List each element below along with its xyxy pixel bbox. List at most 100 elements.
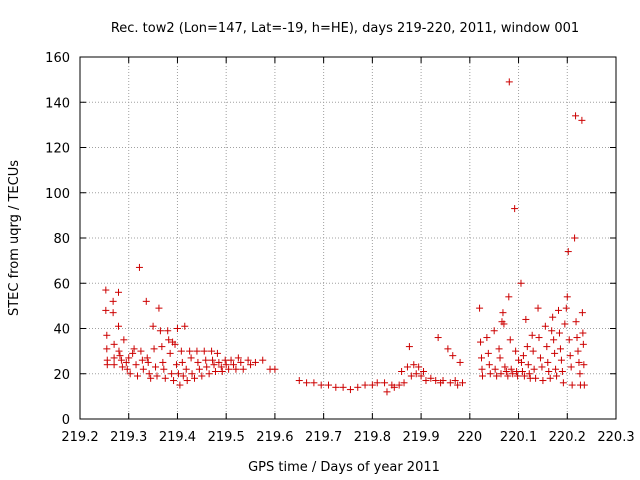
data-point [164,327,172,335]
data-point [493,372,501,380]
data-point [558,367,566,375]
data-point [538,363,546,371]
data-point [439,377,447,385]
data-point [490,327,498,335]
data-point [194,358,202,366]
y-axis: 0 20 40 60 80 100 120 140 160 [45,51,616,428]
data-point [566,352,574,360]
data-point [210,361,218,369]
data-point [195,365,203,373]
data-point [575,358,583,366]
data-point [567,363,575,371]
data-point [130,345,138,353]
data-point [432,377,440,385]
data-point [179,372,187,380]
x-tick-label: 219.7 [305,430,342,445]
data-point [247,361,255,369]
x-axis: 219.2 219.3 219.4 219.5 219.6 219.7 219.8 219.9… [61,57,635,445]
data-point [181,322,189,330]
data-point [546,374,554,382]
data-point [412,370,420,378]
data-point [535,334,543,342]
data-point [188,370,196,378]
data-point [205,370,213,378]
data-point [373,379,381,387]
data-point [103,361,111,369]
data-point [176,381,184,389]
data-point [153,372,161,380]
data-point [114,288,122,296]
data-point [156,327,164,335]
data-point [317,381,325,389]
data-point [110,361,118,369]
data-point [541,322,549,330]
data-point [543,343,551,351]
data-point [103,331,111,339]
data-point [559,379,567,387]
data-point [449,352,457,360]
data-point [517,279,525,287]
data-point [398,367,406,375]
data-point [187,354,195,362]
data-point [478,365,486,373]
x-tick-label: 219.5 [208,430,245,445]
data-point [563,293,571,301]
y-axis-title: STEC from uqrg / TECUs [7,160,22,316]
data-point [512,347,520,355]
y-tick-label: 160 [45,51,70,66]
data-point [120,336,128,344]
data-point [555,329,563,337]
data-point [132,361,140,369]
data-point [578,309,586,317]
data-point [562,304,570,312]
data-point [500,320,508,328]
x-tick-label: 219.6 [256,430,293,445]
data-point [578,116,586,124]
data-point [495,345,503,353]
data-point [574,347,582,355]
x-tick-label: 219.9 [402,430,439,445]
data-point [145,370,153,378]
data-point [485,361,493,369]
data-point [208,347,216,355]
data-point [383,388,391,396]
data-point [553,372,561,380]
x-axis-title: GPS time / Days of year 2011 [248,460,440,475]
data-point [221,356,229,364]
x-tick-label: 219.8 [354,430,391,445]
data-point [544,358,552,366]
data-point [530,365,538,373]
data-point [564,248,572,256]
y-tick-label: 100 [45,187,70,202]
data-point [550,336,558,344]
data-point [532,374,540,382]
data-point [259,356,267,364]
data-point [126,370,134,378]
data-point [354,383,362,391]
data-point [381,379,389,387]
data-point [150,345,158,353]
data-point [502,367,510,375]
data-point [135,263,143,271]
data-point [202,356,210,364]
data-point [519,352,527,360]
data-point [222,361,230,369]
data-point [454,381,462,389]
data-point [444,345,452,353]
data-point [476,304,484,312]
data-point [129,349,137,357]
data-point [579,340,587,348]
data-point [171,340,179,348]
data-point [158,343,166,351]
data-point [346,386,354,394]
data-point [395,381,403,389]
x-tick-label: 219.4 [159,430,196,445]
data-point [390,383,398,391]
data-point [215,358,223,366]
y-tick-label: 140 [45,96,70,111]
data-point [568,381,576,389]
data-point [477,338,485,346]
data-point [110,340,118,348]
data-point [501,363,509,371]
data-point [534,304,542,312]
